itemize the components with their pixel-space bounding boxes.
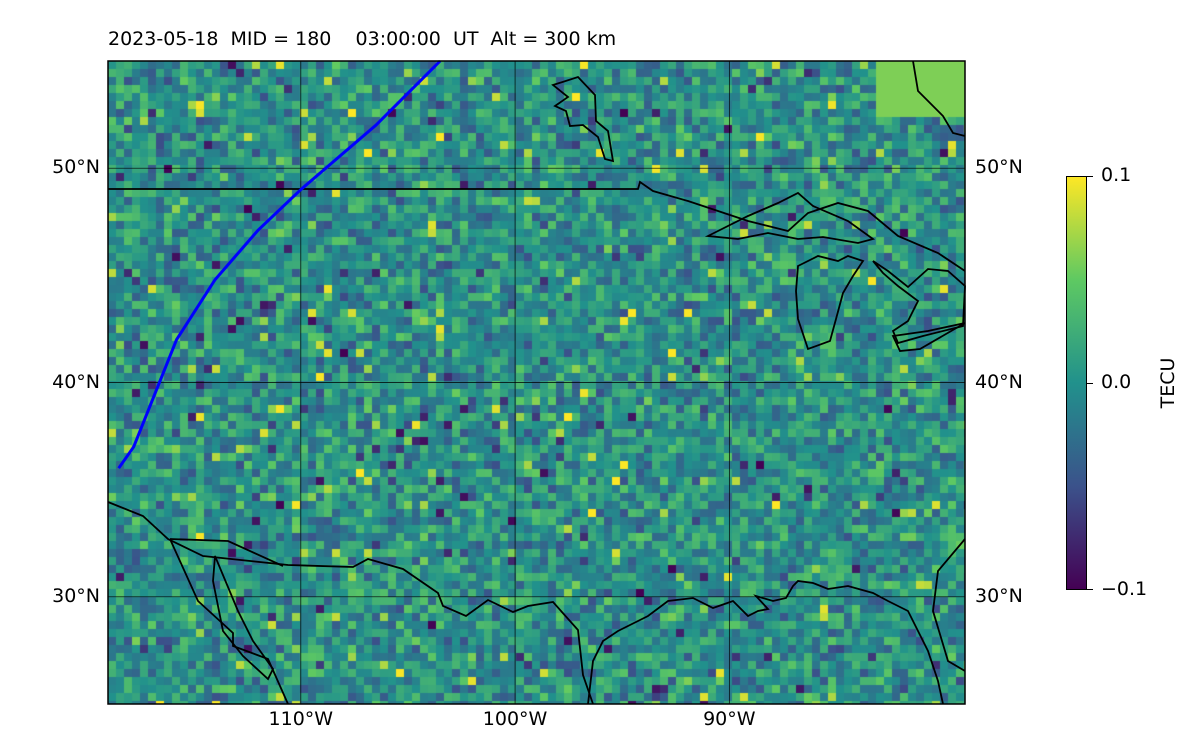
lake-michigan (795, 255, 865, 351)
lon-tick-label: 100°W (482, 708, 548, 730)
lat-tick-label-left: 30°N (52, 584, 100, 607)
gridlines (108, 61, 965, 704)
colorbar-tick-mark (1087, 589, 1093, 590)
tec-map (107, 59, 966, 705)
us-gulf-coastline (587, 580, 944, 705)
map-overlay (107, 59, 966, 705)
map-title: 2023-05-18 MID = 180 03:00:00 UT Alt = 3… (108, 28, 617, 50)
lake-huron (872, 260, 966, 345)
satellite-track (117, 59, 442, 470)
colorbar-title: TECU (1157, 357, 1179, 409)
colorbar (1066, 176, 1087, 590)
us-canada-border (108, 180, 966, 272)
lon-tick-label: 110°W (268, 708, 334, 730)
lat-tick-label-left: 50°N (52, 156, 100, 179)
lat-tick-label-left: 40°N (52, 370, 100, 393)
lon-tick-label: 90°W (703, 708, 756, 730)
lake-erie (891, 322, 966, 352)
lake-winnipeg-outline (551, 75, 615, 163)
colorbar-tick-label: −0.1 (1101, 578, 1148, 600)
colorbar-tick-label: 0.1 (1101, 164, 1132, 186)
gulf-coast (107, 501, 594, 705)
colorbar-tick-mark (1087, 383, 1093, 384)
baja-peninsula (212, 555, 275, 681)
country-boundaries (107, 60, 966, 705)
hudson-bay-coast (912, 60, 966, 137)
colorbar-tick-mark (1087, 176, 1093, 177)
mexico-border (169, 538, 284, 567)
colorbar-tick-label: 0.0 (1101, 371, 1132, 393)
lat-tick-label-right: 40°N (975, 370, 1023, 393)
lake-superior (704, 191, 876, 244)
lat-tick-label-right: 50°N (975, 156, 1023, 179)
florida-coast (932, 538, 966, 672)
map-frame (107, 60, 966, 705)
lat-tick-label-right: 30°N (975, 584, 1023, 607)
